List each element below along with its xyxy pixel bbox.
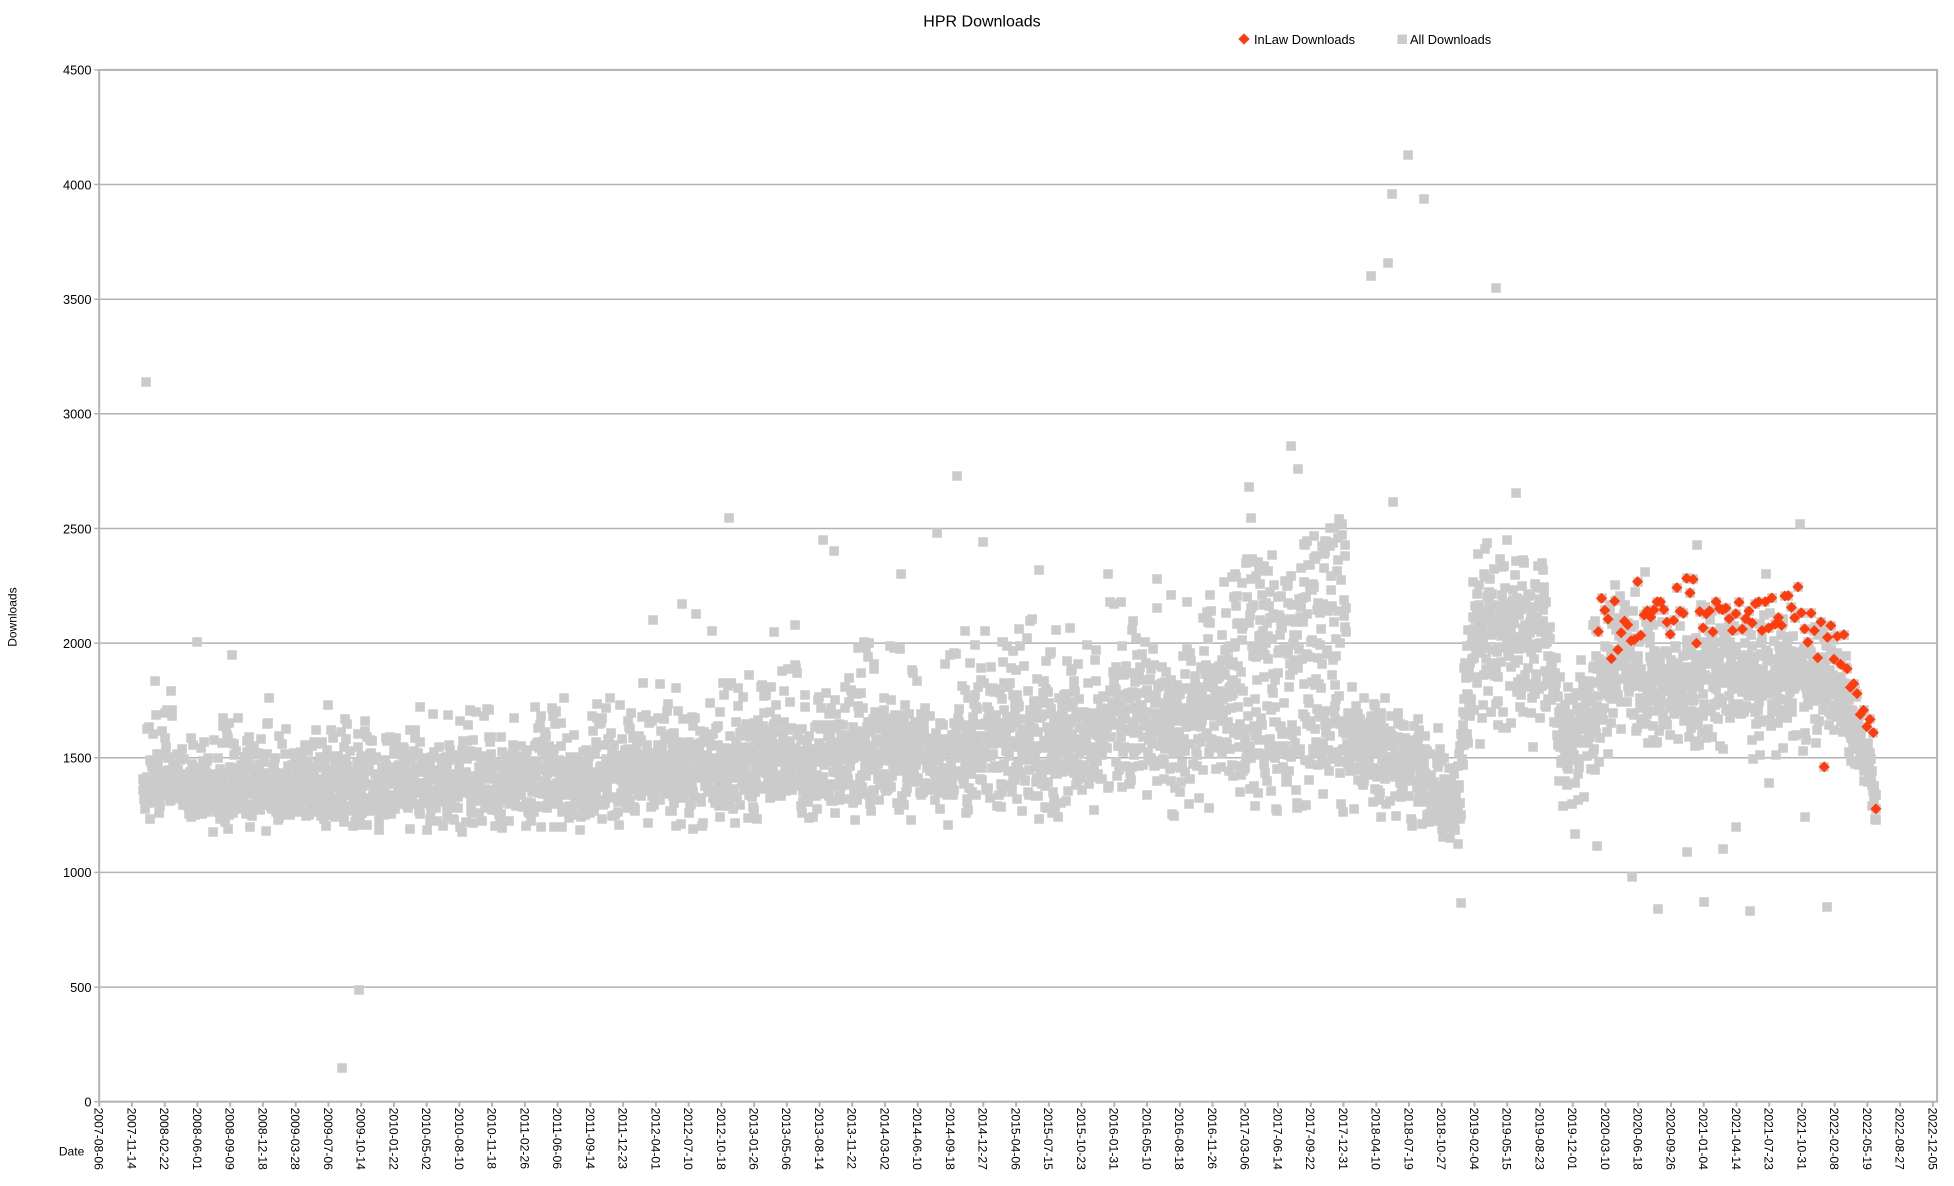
svg-text:2022-12-05: 2022-12-05 — [1925, 1108, 1939, 1171]
svg-text:2013-05-06: 2013-05-06 — [779, 1108, 793, 1171]
svg-text:2022-02-08: 2022-02-08 — [1827, 1108, 1841, 1171]
svg-text:2007-08-06: 2007-08-06 — [92, 1108, 106, 1171]
svg-text:4000: 4000 — [63, 177, 91, 192]
svg-text:2008-09-09: 2008-09-09 — [223, 1108, 237, 1171]
svg-text:Date: Date — [59, 1144, 85, 1158]
svg-text:2013-01-26: 2013-01-26 — [747, 1108, 761, 1171]
svg-text:2020-03-10: 2020-03-10 — [1598, 1108, 1612, 1171]
svg-text:2015-07-15: 2015-07-15 — [1041, 1108, 1055, 1171]
svg-text:2013-11-22: 2013-11-22 — [845, 1108, 859, 1170]
svg-text:3500: 3500 — [63, 292, 91, 307]
svg-text:2011-02-26: 2011-02-26 — [517, 1108, 531, 1170]
svg-text:4500: 4500 — [63, 63, 91, 78]
svg-text:InLaw Downloads: InLaw Downloads — [1254, 32, 1355, 47]
svg-text:2017-03-06: 2017-03-06 — [1238, 1108, 1252, 1171]
svg-text:2020-09-26: 2020-09-26 — [1663, 1108, 1677, 1171]
svg-text:2012-07-10: 2012-07-10 — [681, 1108, 695, 1171]
svg-text:2019-02-04: 2019-02-04 — [1467, 1108, 1481, 1171]
svg-text:2011-06-06: 2011-06-06 — [550, 1108, 564, 1170]
svg-text:2000: 2000 — [63, 636, 91, 651]
svg-text:2012-10-18: 2012-10-18 — [714, 1108, 728, 1171]
svg-text:2009-10-14: 2009-10-14 — [354, 1108, 368, 1171]
svg-text:2021-10-31: 2021-10-31 — [1794, 1108, 1808, 1171]
svg-text:1000: 1000 — [63, 865, 91, 880]
svg-text:2011-09-14: 2011-09-14 — [583, 1108, 597, 1170]
svg-text:2017-06-14: 2017-06-14 — [1270, 1108, 1284, 1171]
svg-text:2019-12-01: 2019-12-01 — [1565, 1108, 1579, 1171]
svg-text:2019-05-15: 2019-05-15 — [1500, 1108, 1514, 1171]
svg-text:2010-05-02: 2010-05-02 — [419, 1108, 433, 1171]
svg-text:2016-01-31: 2016-01-31 — [1107, 1108, 1121, 1171]
svg-text:2018-07-19: 2018-07-19 — [1401, 1108, 1415, 1171]
svg-text:500: 500 — [70, 980, 91, 995]
svg-text:2009-07-06: 2009-07-06 — [321, 1108, 335, 1171]
svg-text:2010-11-18: 2010-11-18 — [485, 1108, 499, 1170]
svg-text:2013-08-14: 2013-08-14 — [812, 1108, 826, 1171]
svg-text:2015-10-23: 2015-10-23 — [1074, 1108, 1088, 1171]
svg-text:2015-04-06: 2015-04-06 — [1009, 1108, 1023, 1171]
svg-text:1500: 1500 — [63, 751, 91, 766]
svg-text:2022-05-19: 2022-05-19 — [1860, 1108, 1874, 1171]
svg-text:2018-10-27: 2018-10-27 — [1434, 1108, 1448, 1171]
svg-text:2019-08-23: 2019-08-23 — [1532, 1108, 1546, 1171]
svg-text:2021-04-14: 2021-04-14 — [1729, 1108, 1743, 1171]
svg-text:2012-04-01: 2012-04-01 — [648, 1108, 662, 1171]
svg-text:2017-12-31: 2017-12-31 — [1336, 1108, 1350, 1171]
svg-text:2022-08-27: 2022-08-27 — [1893, 1108, 1907, 1171]
svg-text:2016-11-26: 2016-11-26 — [1205, 1108, 1219, 1170]
svg-text:3000: 3000 — [63, 407, 91, 422]
svg-text:2500: 2500 — [63, 521, 91, 536]
svg-text:2020-06-18: 2020-06-18 — [1631, 1108, 1645, 1171]
svg-text:2008-12-18: 2008-12-18 — [255, 1108, 269, 1171]
svg-text:2008-02-22: 2008-02-22 — [157, 1108, 171, 1171]
svg-text:2011-12-23: 2011-12-23 — [616, 1108, 630, 1170]
svg-text:2014-06-10: 2014-06-10 — [910, 1108, 924, 1171]
svg-text:2007-11-14: 2007-11-14 — [124, 1108, 138, 1170]
svg-text:HPR Downloads: HPR Downloads — [923, 14, 1040, 31]
svg-text:All Downloads: All Downloads — [1410, 32, 1491, 47]
svg-text:2017-09-22: 2017-09-22 — [1303, 1108, 1317, 1171]
svg-text:2014-03-02: 2014-03-02 — [878, 1108, 892, 1171]
svg-text:0: 0 — [84, 1095, 91, 1110]
svg-text:Downloads: Downloads — [6, 587, 20, 646]
svg-text:2018-04-10: 2018-04-10 — [1369, 1108, 1383, 1171]
svg-text:2010-08-10: 2010-08-10 — [452, 1108, 466, 1171]
svg-text:2014-12-27: 2014-12-27 — [976, 1108, 990, 1171]
svg-text:2016-05-10: 2016-05-10 — [1139, 1108, 1153, 1171]
svg-text:2008-06-01: 2008-06-01 — [190, 1108, 204, 1171]
svg-text:2010-01-22: 2010-01-22 — [386, 1108, 400, 1171]
svg-text:2021-01-04: 2021-01-04 — [1696, 1108, 1710, 1171]
svg-text:2021-07-23: 2021-07-23 — [1762, 1108, 1776, 1171]
svg-text:2009-03-28: 2009-03-28 — [288, 1108, 302, 1171]
svg-text:2016-08-18: 2016-08-18 — [1172, 1108, 1186, 1171]
svg-text:2014-09-18: 2014-09-18 — [943, 1108, 957, 1171]
